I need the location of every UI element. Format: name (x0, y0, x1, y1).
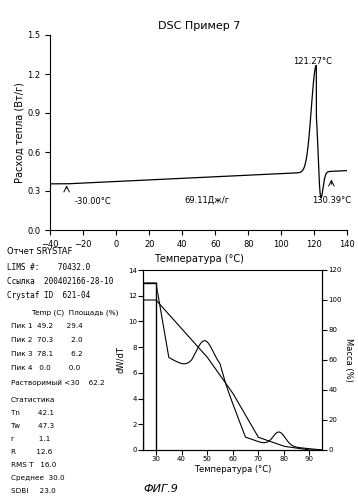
X-axis label: Температура (°C): Температура (°C) (194, 465, 271, 474)
Text: Пик 4   0.0        0.0: Пик 4 0.0 0.0 (11, 366, 80, 372)
Text: R         12.6: R 12.6 (11, 449, 52, 455)
Text: Пик 1  49.2      29.4: Пик 1 49.2 29.4 (11, 324, 82, 330)
Text: ФИГ.9: ФИГ.9 (144, 484, 179, 494)
Text: Tn        42.1: Tn 42.1 (11, 410, 54, 416)
Y-axis label: Расход тепла (Вт/г): Расход тепла (Вт/г) (14, 82, 24, 183)
Text: Crystaf ID  621-04: Crystaf ID 621-04 (7, 292, 91, 300)
Text: 121.27°C: 121.27°C (293, 57, 332, 66)
Text: Ссылка  200402166-28-10: Ссылка 200402166-28-10 (7, 278, 113, 286)
Text: -30.00°C: -30.00°C (75, 197, 112, 206)
Text: Растворимый <30    62.2: Растворимый <30 62.2 (11, 380, 105, 386)
Text: Tw        47.3: Tw 47.3 (11, 423, 54, 429)
X-axis label: Температура (°C): Температура (°C) (154, 254, 244, 264)
Text: LIMS #:    70432.0: LIMS #: 70432.0 (7, 264, 91, 272)
Text: Temp (C)  Площадь (%): Temp (C) Площадь (%) (14, 310, 119, 316)
Text: RMS T   16.0: RMS T 16.0 (11, 462, 56, 468)
Text: 130.39°C: 130.39°C (313, 196, 352, 204)
Text: Среднее  30.0: Среднее 30.0 (11, 475, 64, 481)
Text: Статистика: Статистика (11, 398, 55, 404)
Y-axis label: dW/dT: dW/dT (116, 346, 125, 374)
Text: Пик 2  70.3        2.0: Пик 2 70.3 2.0 (11, 338, 82, 344)
Text: r           1.1: r 1.1 (11, 436, 50, 442)
Text: SDBI     23.0: SDBI 23.0 (11, 488, 55, 494)
Text: Отчет SRYSTAF: Отчет SRYSTAF (7, 248, 73, 256)
Title: DSC Пример 7: DSC Пример 7 (158, 22, 240, 32)
Text: Пик 3  78.1        6.2: Пик 3 78.1 6.2 (11, 352, 82, 358)
Text: 69.11Дж/г: 69.11Дж/г (184, 196, 229, 204)
Y-axis label: Масса (%): Масса (%) (344, 338, 353, 382)
